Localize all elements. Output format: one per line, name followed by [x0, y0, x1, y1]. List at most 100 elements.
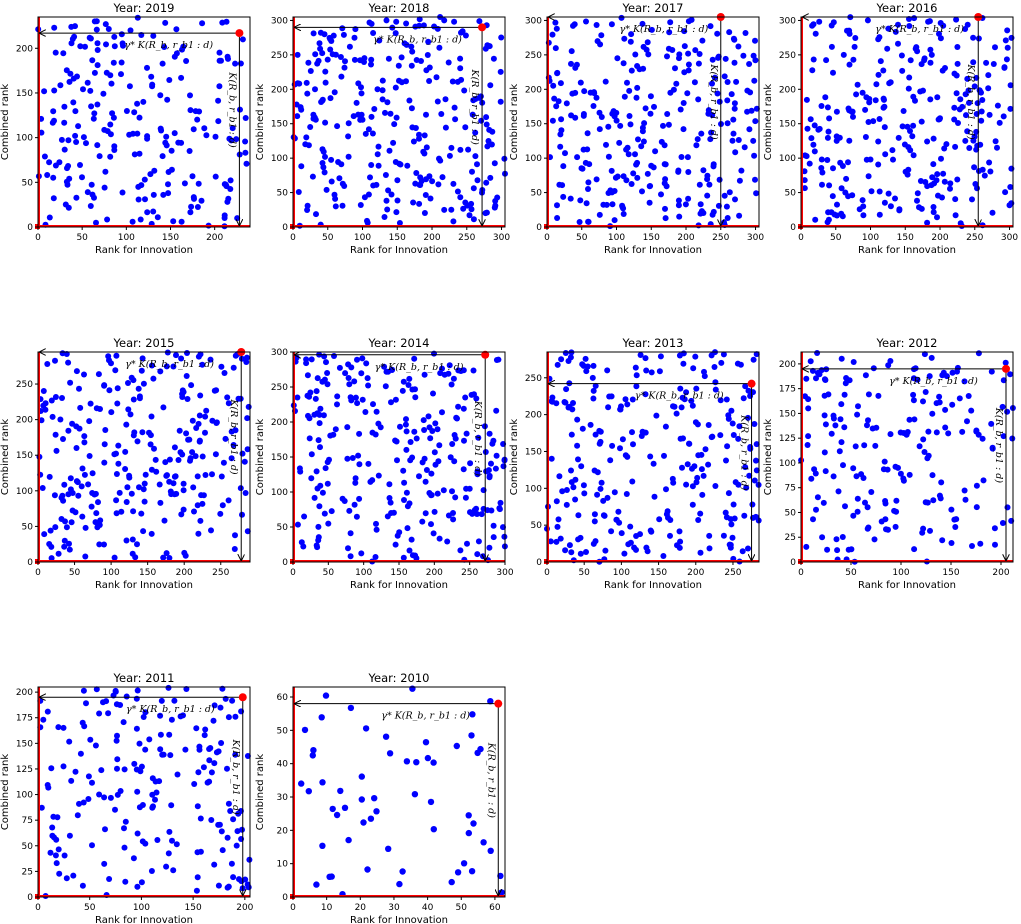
- data-point: [656, 516, 663, 523]
- data-point: [305, 59, 312, 66]
- data-point: [453, 414, 460, 421]
- data-point: [385, 55, 392, 62]
- data-point: [120, 719, 127, 726]
- data-point: [140, 486, 147, 493]
- data-point: [632, 364, 639, 371]
- data-point: [736, 177, 743, 184]
- data-point: [868, 188, 875, 195]
- x-tick-label: 0: [35, 233, 41, 243]
- data-point: [705, 107, 712, 114]
- data-point: [662, 423, 669, 430]
- data-point: [426, 173, 433, 180]
- x-axis-label: Rank for Innovation: [858, 580, 956, 591]
- x-axis-label: Rank for Innovation: [95, 915, 193, 924]
- data-point: [596, 126, 603, 133]
- data-point: [851, 43, 858, 50]
- data-point: [421, 427, 428, 433]
- data-point: [622, 452, 629, 459]
- data-point: [422, 478, 429, 485]
- data-point: [152, 796, 158, 803]
- data-point: [194, 502, 201, 509]
- data-point: [631, 544, 638, 551]
- highlight-point: [478, 23, 487, 32]
- data-point: [594, 491, 601, 498]
- data-point: [225, 883, 232, 890]
- data-point: [176, 427, 183, 434]
- data-point: [89, 191, 96, 198]
- data-point: [629, 478, 636, 485]
- data-point: [160, 191, 167, 198]
- data-point: [73, 194, 80, 201]
- data-point: [1004, 504, 1011, 511]
- data-point: [160, 554, 167, 561]
- data-point: [392, 30, 399, 37]
- y-axis-label: Combined rank: [255, 84, 266, 161]
- data-point: [695, 96, 702, 103]
- data-point: [334, 123, 341, 130]
- data-point: [553, 498, 560, 505]
- data-point: [229, 697, 236, 704]
- data-point: [188, 203, 195, 210]
- data-point: [123, 499, 130, 505]
- data-point: [978, 117, 985, 124]
- data-point: [916, 204, 922, 211]
- data-point: [196, 108, 203, 115]
- data-point: [141, 176, 148, 183]
- data-point: [128, 490, 135, 497]
- data-point: [53, 447, 60, 454]
- data-point: [862, 134, 869, 140]
- data-point: [106, 387, 113, 394]
- data-point: [954, 176, 961, 183]
- vertical-annotation: K(R_b, r_b1 : d): [469, 69, 480, 146]
- data-point: [1002, 189, 1009, 196]
- data-point: [81, 723, 88, 730]
- data-point: [386, 495, 393, 501]
- scatter-panel-1: γ* K(R_b, r_b1 : d)K(R_b, r_b1 : d)0 50 10…: [0, 1, 251, 256]
- data-point: [387, 110, 394, 117]
- plot-frame: [292, 686, 506, 898]
- data-point: [434, 490, 441, 497]
- data-point: [457, 146, 464, 153]
- data-point: [102, 21, 109, 28]
- data-point: [854, 495, 861, 502]
- data-point: [156, 481, 163, 488]
- data-point: [947, 185, 953, 192]
- data-point: [643, 367, 650, 374]
- data-point: [105, 353, 112, 360]
- data-point: [890, 156, 896, 163]
- data-point: [490, 522, 497, 529]
- data-point: [483, 114, 490, 121]
- y-tick-label: 150: [525, 447, 542, 457]
- data-point: [864, 17, 871, 24]
- data-point: [630, 170, 637, 177]
- data-point: [689, 402, 696, 409]
- data-point: [924, 219, 931, 226]
- data-point: [704, 192, 711, 199]
- data-point: [633, 161, 640, 168]
- data-point: [748, 107, 755, 114]
- data-point: [171, 53, 178, 60]
- data-point: [597, 485, 604, 492]
- data-point: [309, 752, 316, 759]
- data-point: [237, 395, 244, 402]
- data-point: [387, 499, 394, 506]
- data-point: [753, 105, 760, 112]
- data-point: [141, 480, 148, 487]
- data-point: [127, 27, 134, 34]
- data-point: [604, 367, 611, 374]
- data-point: [94, 142, 101, 149]
- data-point: [376, 37, 383, 44]
- data-point: [379, 77, 386, 84]
- data-point: [171, 697, 178, 704]
- data-point: [621, 35, 628, 42]
- data-point: [125, 380, 131, 386]
- data-point: [736, 423, 743, 430]
- data-point: [930, 497, 937, 504]
- data-point: [140, 528, 147, 535]
- y-tick-label: 0: [282, 558, 288, 568]
- y-tick-label: 100: [271, 154, 288, 164]
- data-point: [420, 417, 427, 424]
- x-tick-label: 250: [966, 233, 983, 243]
- data-point: [56, 159, 63, 166]
- data-point: [561, 399, 568, 405]
